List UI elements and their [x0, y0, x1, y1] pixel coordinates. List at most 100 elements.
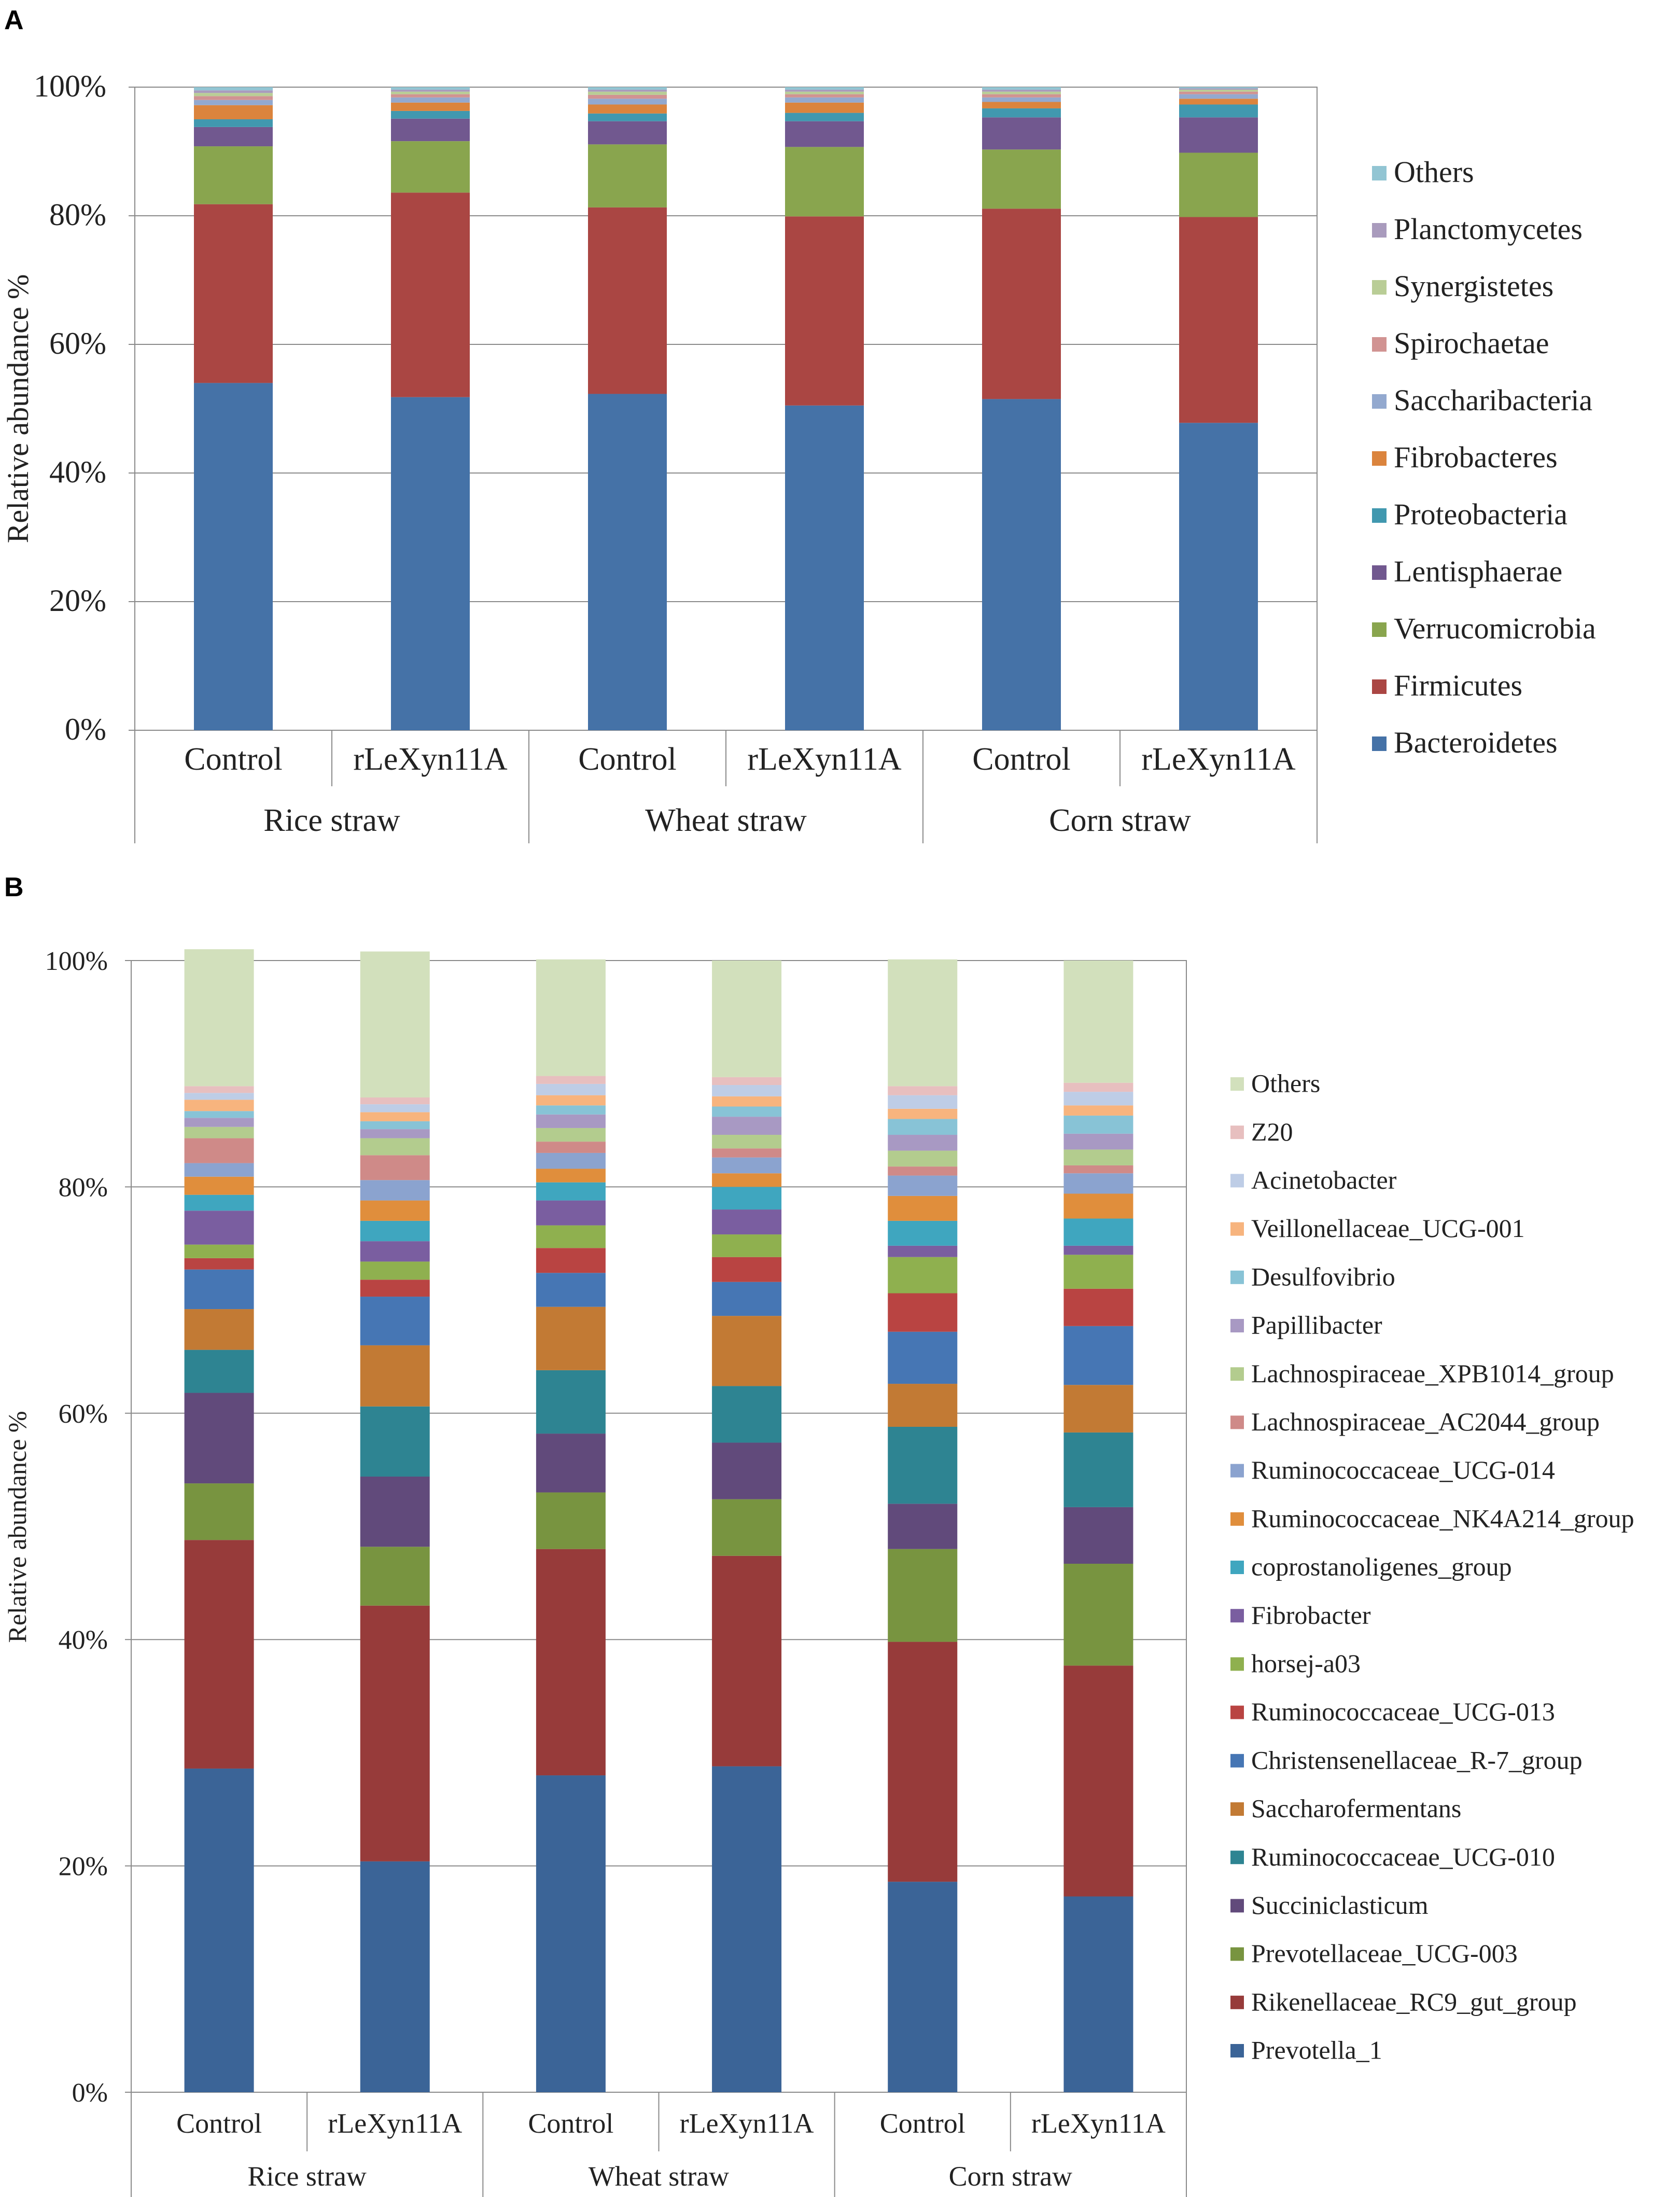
legend-swatch — [1372, 451, 1387, 466]
y-tick-label: 0% — [72, 2078, 108, 2108]
y-tick-label: 80% — [49, 198, 106, 232]
bar-segment — [712, 1085, 782, 1096]
x-category-label: rLeXyn11A — [353, 742, 508, 777]
legend-label: Ruminococcaceae_UCG-014 — [1251, 1455, 1555, 1484]
bar-segment — [1179, 104, 1258, 118]
bar-segment — [888, 1642, 958, 1882]
bar-segment — [712, 1316, 782, 1386]
x-category-label: rLeXyn11A — [680, 2108, 814, 2139]
panel-b: B 0% 20% 40% 60% 80% 100% Relative abundance % C… — [3, 872, 1634, 2197]
bar-segment — [888, 1166, 958, 1176]
legend-label: Z20 — [1251, 1117, 1293, 1146]
bar-segment — [1063, 1149, 1133, 1165]
bar-segment — [1179, 87, 1258, 89]
bar-segment — [888, 1150, 958, 1167]
bar-segment — [785, 113, 864, 121]
bar-segment — [184, 1093, 254, 1100]
bar-segment — [785, 89, 864, 92]
legend-label: Acinetobacter — [1251, 1165, 1397, 1194]
bar-segment — [712, 1209, 782, 1235]
bar-segment — [1063, 961, 1133, 1083]
bar-segment — [1063, 1564, 1133, 1666]
y-tick-label: 0% — [65, 712, 106, 746]
bar-segment — [194, 93, 273, 96]
bar-segment — [536, 1083, 606, 1095]
bar-segment — [712, 1187, 782, 1210]
bar-segment — [888, 1245, 958, 1257]
bar-segment — [712, 1135, 782, 1149]
bar-segment — [536, 1169, 606, 1183]
bar-segment — [1063, 1105, 1133, 1116]
bar-segment — [360, 1406, 430, 1477]
bar-segment — [536, 1095, 606, 1106]
bar-segment — [712, 1257, 782, 1282]
bar-segment — [194, 90, 273, 93]
bar-segment — [194, 100, 273, 105]
bar-segment — [785, 102, 864, 113]
bar-segment — [194, 87, 273, 91]
bar-segment — [536, 1114, 606, 1128]
bar-segment — [194, 146, 273, 204]
bar-segment — [982, 87, 1061, 90]
y-tick-label: 40% — [49, 455, 106, 489]
bar-segment — [712, 1148, 782, 1158]
bar-segment — [194, 119, 273, 127]
bar-segment — [391, 91, 470, 94]
bar-segment — [785, 147, 864, 217]
bar-segment — [1063, 1133, 1133, 1150]
bar-segment — [888, 1426, 958, 1504]
legend-label: Synergistetes — [1394, 269, 1553, 303]
bar-segment — [712, 1096, 782, 1107]
plot-frame — [131, 960, 1187, 2093]
bar-segment — [391, 110, 470, 119]
x-category-label: Control — [184, 742, 282, 777]
bar-segment — [785, 405, 864, 730]
legend-label: Spirochaetae — [1394, 326, 1549, 360]
bar-segment — [184, 1244, 254, 1258]
legend-swatch — [1230, 1609, 1244, 1623]
x-category-label: Control — [578, 742, 676, 777]
legend-label: Lachnospiraceae_XPB1014_group — [1251, 1359, 1614, 1388]
bar-segment — [982, 108, 1061, 118]
bar-segment — [391, 118, 470, 142]
bar-segment — [785, 121, 864, 147]
legend-swatch — [1230, 1995, 1244, 2009]
bar-segment — [184, 1309, 254, 1350]
bar-segment — [712, 1282, 782, 1316]
legend-label: Ruminococcaceae_UCG-010 — [1251, 1842, 1555, 1871]
y-tick-label: 80% — [59, 1173, 108, 1202]
bar-segment — [184, 1118, 254, 1127]
bar-segment — [588, 144, 667, 207]
legend-swatch — [1230, 1705, 1244, 1719]
x-category-label: rLeXyn11A — [1031, 2108, 1166, 2139]
legend-swatch — [1372, 394, 1387, 409]
bar-segment — [184, 1127, 254, 1138]
legend-label: Rikenellaceae_RC9_gut_group — [1251, 1987, 1577, 2016]
bar-segment — [536, 1128, 606, 1142]
legend-swatch — [1372, 280, 1387, 295]
legend-swatch — [1230, 1512, 1244, 1526]
bar-segment — [360, 1861, 430, 2092]
bar-segment — [1063, 1245, 1133, 1255]
legend-label: Ruminococcaceae_NK4A214_group — [1251, 1504, 1634, 1533]
bar-segment — [360, 1297, 430, 1345]
legend-swatch — [1372, 565, 1387, 580]
y-tick-label: 100% — [34, 69, 106, 103]
bar-segment — [1063, 1896, 1133, 2092]
bar-segment — [360, 1129, 430, 1138]
bar-segment — [1179, 94, 1258, 99]
bar-segment — [1179, 91, 1258, 94]
bar-segment — [588, 394, 667, 730]
bar-segment — [1063, 1193, 1133, 1219]
y-tick-label: 40% — [59, 1625, 108, 1655]
legend-label: horsej-a03 — [1251, 1649, 1361, 1678]
legend-label: Prevotella_1 — [1251, 2036, 1382, 2065]
legend-swatch — [1230, 1367, 1244, 1381]
bar-segment — [360, 1104, 430, 1113]
panel-label: A — [4, 5, 24, 35]
bar-segment — [888, 1257, 958, 1294]
bar-segment — [712, 1117, 782, 1135]
legend-label: coprostanoligenes_group — [1251, 1552, 1512, 1581]
bar-segment — [391, 89, 470, 92]
bar-segment — [391, 397, 470, 730]
